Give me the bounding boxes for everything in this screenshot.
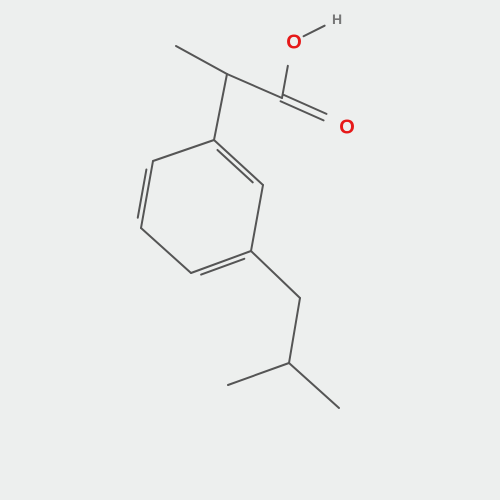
molecule-bonds [0,0,500,500]
atom-O_oh: O [286,32,302,55]
atom-H: H [332,11,342,27]
molecule-canvas: O O H [0,0,500,500]
atom-O_dbl: O [339,117,355,140]
